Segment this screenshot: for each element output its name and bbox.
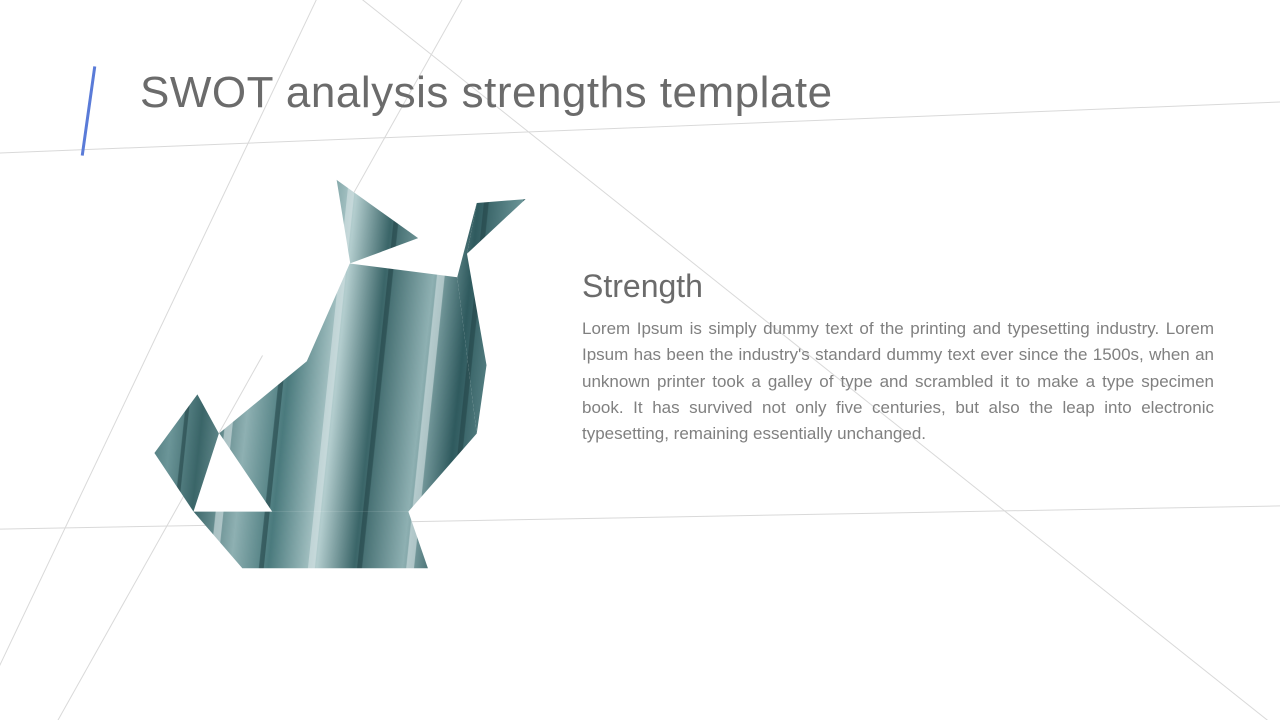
section-body: Lorem Ipsum is simply dummy text of the … xyxy=(582,316,1214,448)
page-title: SWOT analysis strengths template xyxy=(140,68,833,118)
origami-swan-graphic xyxy=(150,160,530,580)
accent-bar xyxy=(81,66,96,156)
section-heading: Strength xyxy=(582,268,703,305)
